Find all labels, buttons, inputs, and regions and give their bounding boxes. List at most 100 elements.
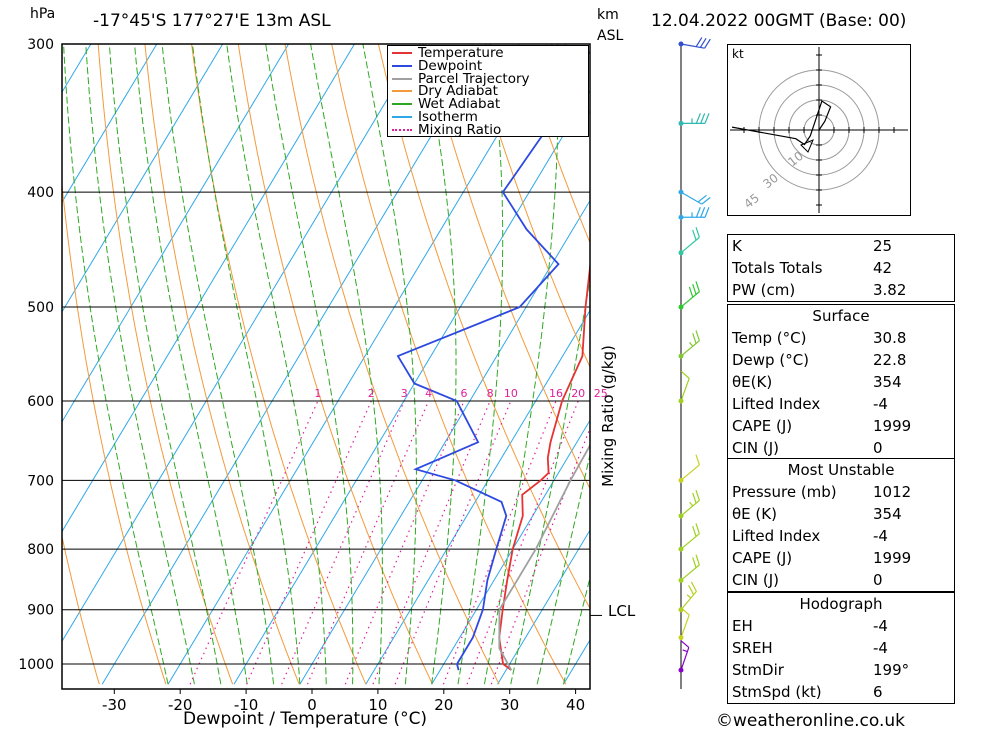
surface-value: 354 — [873, 373, 902, 391]
isotherm-line — [299, 199, 590, 685]
isotherm-line — [0, 44, 25, 684]
mixing-ratio-line — [344, 400, 465, 685]
mixing-ratio-label: 10 — [504, 387, 518, 400]
lcl-label: LCL — [608, 602, 636, 620]
hodograph-row: SREH -4 — [728, 637, 954, 659]
pressure-tick-label: 1000 — [18, 657, 54, 673]
wet-adiabat-line — [362, 44, 417, 685]
wind-barb-flag — [704, 207, 710, 218]
mixing-ratio-line — [490, 426, 590, 685]
dry-adiabat-line — [0, 44, 33, 684]
wind-barb-flag — [699, 37, 707, 48]
dry-adiabat-line — [331, 44, 567, 685]
most-unstable-title: Most Unstable — [787, 461, 895, 479]
index-row: K 25 — [728, 235, 954, 257]
wet-adiabat-line — [483, 44, 559, 685]
wind-barb-flag — [695, 207, 701, 218]
hodograph-panel: Hodograph EH -4 SREH -4 StmDir 199° StmSpd (kt… — [727, 592, 955, 704]
wind-barb-staff — [680, 564, 700, 581]
dry-adiabat-line — [144, 44, 300, 685]
wind-barb-flag — [692, 333, 697, 344]
location-title: -17°45'S 177°27'E 13m ASL — [93, 11, 331, 31]
isotherm-line — [62, 44, 92, 94]
mixing-ratio-line — [281, 400, 405, 685]
dewpoint-curve — [396, 51, 590, 671]
hodograph-label: StmSpd (kt) — [732, 683, 822, 701]
legend-item: Isotherm — [392, 109, 478, 125]
hodograph-label: StmDir — [732, 661, 784, 679]
hodograph-row: EH -4 — [728, 615, 954, 637]
wind-barb-staff — [680, 378, 690, 402]
mixing-ratio-line — [189, 400, 319, 685]
wind-barb-flag — [700, 207, 706, 218]
pressure-tick-label: 500 — [27, 300, 54, 316]
surface-label: Dewp (°C) — [732, 351, 810, 369]
dry-adiabat-line — [518, 44, 590, 244]
hodograph-value: 6 — [873, 683, 883, 701]
most-unstable-row: CAPE (J) 1999 — [728, 547, 954, 569]
most-unstable-value: 1999 — [873, 549, 912, 567]
wind-barb-flag — [688, 584, 695, 595]
wind-barb-flag — [692, 229, 697, 241]
hodograph-row: StmDir 199° — [728, 659, 954, 681]
index-label: Totals Totals — [732, 259, 823, 277]
x-tick-label: -10 — [234, 696, 259, 714]
wet-adiabat-line — [422, 44, 457, 685]
wind-barb-flag — [701, 197, 711, 205]
wind-barb-staff — [680, 191, 703, 205]
wind-barb-half-flag — [682, 649, 688, 653]
wind-barb-flag — [695, 554, 700, 566]
dry-adiabat-line — [62, 534, 100, 685]
wind-barb-staff — [680, 236, 700, 254]
index-label: PW (cm) — [732, 281, 796, 299]
isotherm-line — [431, 419, 590, 685]
surface-row: CIN (J) 0 — [728, 437, 954, 459]
index-label: K — [732, 237, 742, 255]
dry-adiabat-line — [377, 44, 590, 610]
mixing-ratio-label: 8 — [487, 387, 494, 400]
wet-adiabat-line — [510, 275, 590, 685]
most-unstable-row: Lifted Index -4 — [728, 525, 954, 547]
index-value: 3.82 — [873, 281, 907, 299]
most-unstable-row: CIN (J) 0 — [728, 569, 954, 591]
pressure-tick-label: 400 — [27, 185, 54, 201]
dry-adiabat-line — [424, 44, 590, 490]
surface-row: CAPE (J) 1999 — [728, 415, 954, 437]
wind-barb-half-flag — [689, 342, 694, 347]
legend-label: Dewpoint — [418, 57, 483, 74]
surface-row: Lifted Index -4 — [728, 393, 954, 415]
x-tick-label: 40 — [566, 696, 585, 714]
hodograph-unit-label: kt — [732, 47, 744, 61]
wind-barb-flag — [692, 492, 697, 504]
wind-barb-flag — [680, 639, 690, 648]
legend-swatch — [392, 103, 412, 106]
surface-label: Temp (°C) — [732, 329, 807, 347]
x-tick-label: -20 — [168, 696, 193, 714]
most-unstable-row: θE (K) 354 — [728, 503, 954, 525]
x-axis-title: Dewpoint / Temperature (°C) — [183, 709, 428, 729]
legend-item: Dewpoint — [392, 57, 483, 74]
wet-adiabat-line — [63, 44, 169, 685]
wet-adiabat-line — [192, 44, 301, 685]
isotherm-line — [62, 44, 224, 313]
mixing-ratio-line — [306, 400, 430, 685]
wind-barb-flag — [704, 38, 711, 49]
legend-label: Isotherm — [418, 109, 478, 125]
wet-adiabat-line — [310, 44, 383, 685]
surface-value: -4 — [873, 395, 888, 413]
wind-barb-flag — [704, 113, 710, 124]
surface-value: 22.8 — [873, 351, 907, 369]
legend-label: Dry Adiabat — [418, 83, 498, 100]
most-unstable-label: Pressure (mb) — [732, 483, 837, 501]
wet-adiabat-line — [161, 44, 274, 685]
wind-barb-flag — [692, 283, 697, 295]
hodograph-trace — [731, 100, 832, 146]
km-unit-label: km — [597, 7, 619, 23]
wind-barb-flag — [680, 370, 690, 379]
wind-barb-flag — [695, 226, 700, 238]
storm-motion-arrow-icon — [800, 139, 814, 153]
most-unstable-label: CIN (J) — [732, 571, 780, 589]
most-unstable-value: 1012 — [873, 483, 912, 501]
hodograph-value: -4 — [873, 617, 888, 635]
